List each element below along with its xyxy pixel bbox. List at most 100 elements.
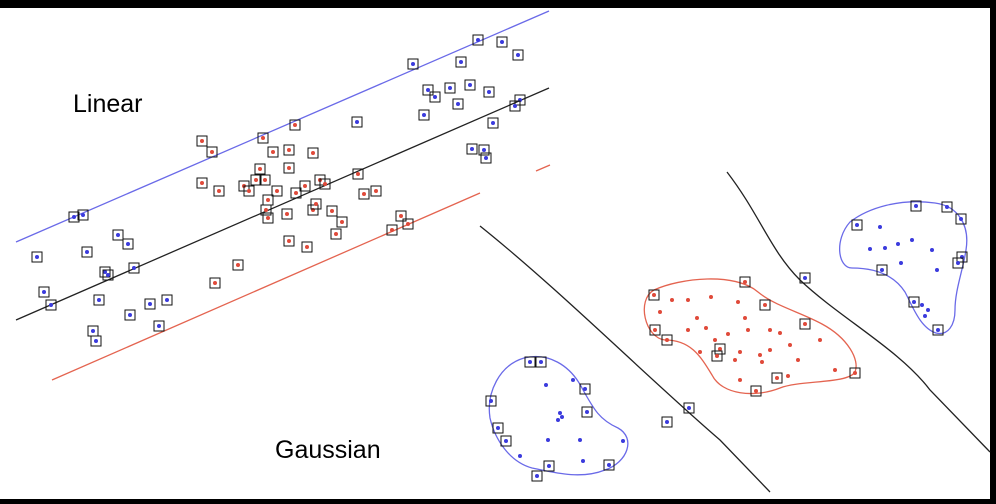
linear-positive-point-support-box — [407, 58, 419, 70]
linear-positive-point — [103, 270, 107, 274]
gaussian-positive-point — [544, 383, 548, 387]
linear-negative-point — [287, 239, 291, 243]
gaussian-positive-point — [883, 246, 887, 250]
gaussian-positive-point-support-box — [876, 264, 888, 276]
linear-positive-point-support-box — [480, 152, 492, 164]
gaussian-negative-point — [818, 338, 822, 342]
linear-negative-point — [334, 232, 338, 236]
gaussian-positive-point-support-box — [579, 383, 591, 395]
linear-negative-point-support-box — [301, 241, 313, 253]
gaussian-positive-point — [868, 247, 872, 251]
linear-positive-point — [476, 38, 480, 42]
gaussian-positive-point-support-box — [492, 422, 504, 434]
gaussian-negative-point — [738, 378, 742, 382]
gaussian-positive-point-support-box — [910, 200, 922, 212]
gaussian-kernel-label: Gaussian — [275, 436, 381, 464]
gaussian-positive-point — [556, 418, 560, 422]
linear-positive-point-support-box — [161, 294, 173, 306]
gaussian-negative-point — [715, 354, 719, 358]
gaussian-positive-point — [912, 300, 916, 304]
linear-positive-point-support-box — [429, 91, 441, 103]
gaussian-negative-point — [746, 328, 750, 332]
gaussian-positive-point-support-box — [500, 435, 512, 447]
linear-positive-point — [459, 60, 463, 64]
gaussian-positive-point — [571, 378, 575, 382]
linear-positive-point-support-box — [422, 84, 434, 96]
gaussian-positive-point-support-box — [603, 459, 615, 471]
linear-positive-point — [491, 121, 495, 125]
gaussian-positive-point-support-box — [535, 356, 547, 368]
linear-negative-point-support-box — [267, 146, 279, 158]
gaussian-positive-point-support-box — [799, 272, 811, 284]
gaussian-positive-point — [920, 303, 924, 307]
gaussian-positive-point — [687, 406, 691, 410]
gaussian-positive-point-support-box — [581, 406, 593, 418]
gaussian-negative-point — [754, 389, 758, 393]
linear-negative-point-support-box — [402, 218, 414, 230]
gaussian-negative-point — [786, 374, 790, 378]
linear-negative-point-support-box — [336, 216, 348, 228]
gaussian-separator-right — [726, 171, 991, 453]
linear-points — [31, 34, 526, 347]
linear-positive-point-support-box — [90, 335, 102, 347]
gaussian-negative-point-support-box — [739, 276, 751, 288]
linear-positive-point-support-box — [472, 34, 484, 46]
gaussian-positive-point — [581, 459, 585, 463]
linear-negative-point — [294, 191, 298, 195]
gaussian-negative-point — [733, 358, 737, 362]
linear-negative-point — [356, 172, 360, 176]
linear-negative-point — [275, 189, 279, 193]
linear-positive-point-support-box — [99, 266, 111, 278]
linear-negative-point — [390, 228, 394, 232]
linear-positive-point — [516, 53, 520, 57]
linear-negative-point — [330, 209, 334, 213]
linear-negative-point — [271, 150, 275, 154]
linear-positive-point-support-box — [487, 117, 499, 129]
canvas-background — [0, 8, 996, 499]
linear-positive-point — [484, 156, 488, 160]
linear-positive-point — [35, 255, 39, 259]
gaussian-positive-point — [930, 248, 934, 252]
linear-negative-point — [236, 263, 240, 267]
linear-positive-point-support-box — [102, 269, 114, 281]
linear-negative-point-support-box — [307, 147, 319, 159]
linear-negative-point — [210, 150, 214, 154]
linear-positive-point-support-box — [112, 229, 124, 241]
gaussian-negative-point — [665, 338, 669, 342]
gaussian-positive-point — [914, 204, 918, 208]
gaussian-negative-point-support-box — [649, 324, 661, 336]
gaussian-negative-point-support-box — [759, 299, 771, 311]
linear-negative-point — [399, 214, 403, 218]
linear-positive-point-support-box — [418, 109, 430, 121]
gaussian-negative-point — [763, 303, 767, 307]
linear-negative-point-support-box — [310, 198, 322, 210]
linear-positive-point — [157, 324, 161, 328]
linear-negative-point-support-box — [395, 210, 407, 222]
gaussian-positive-point — [585, 410, 589, 414]
gaussian-negative-point-support-box — [771, 372, 783, 384]
linear-positive-margin-line — [15, 10, 550, 243]
linear-negative-point-support-box — [196, 177, 208, 189]
linear-positive-point-support-box — [483, 86, 495, 98]
linear-negative-point — [200, 181, 204, 185]
gaussian-negative-point — [686, 328, 690, 332]
linear-decision-line — [15, 87, 550, 321]
gaussian-negative-point — [768, 328, 772, 332]
gaussian-negative-point-support-box — [714, 343, 726, 355]
linear-positive-point-support-box — [512, 49, 524, 61]
gaussian-negative-point — [698, 350, 702, 354]
gaussian-positive-point — [910, 238, 914, 242]
top-frame-bar — [0, 0, 996, 8]
linear-positive-point-support-box — [452, 98, 464, 110]
gaussian-negative-point — [853, 371, 857, 375]
gaussian-negative-point — [758, 353, 762, 357]
linear-negative-point-support-box — [307, 204, 319, 216]
linear-positive-point-support-box — [45, 299, 57, 311]
linear-positive-point — [132, 266, 136, 270]
gaussian-positive-point — [935, 268, 939, 272]
gaussian-positive-point-support-box — [952, 257, 964, 269]
gaussian-negative-point — [796, 358, 800, 362]
linear-positive-point — [513, 104, 517, 108]
linear-negative-point — [323, 182, 327, 186]
gaussian-positive-point — [518, 454, 522, 458]
